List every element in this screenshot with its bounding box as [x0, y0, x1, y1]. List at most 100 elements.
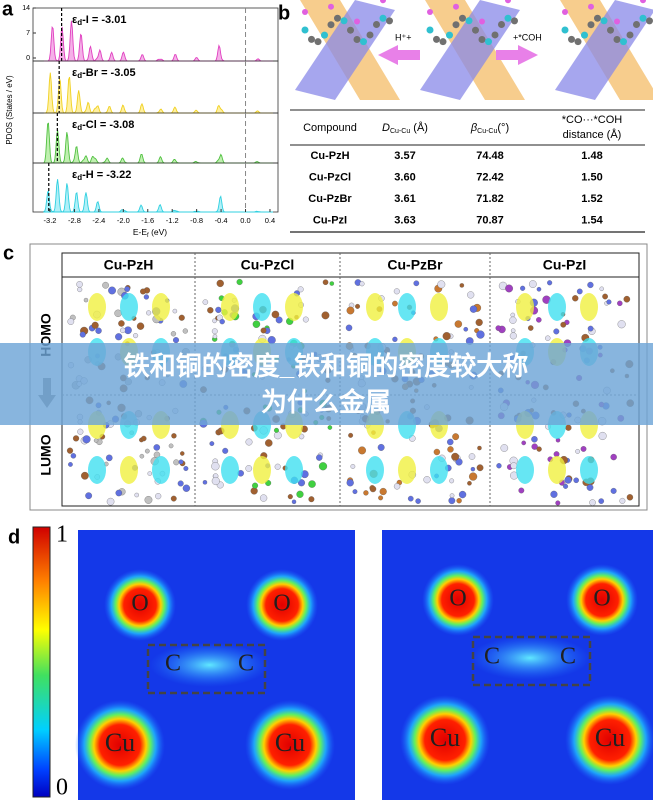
atom — [273, 431, 282, 440]
orbital — [580, 293, 598, 321]
atom — [451, 452, 460, 461]
orbital — [430, 456, 448, 484]
y-tick-label: 0 — [26, 55, 30, 62]
atom — [347, 26, 354, 34]
atom — [606, 299, 612, 305]
header-unit: (Å) — [410, 121, 428, 134]
atom — [439, 38, 447, 46]
atom — [407, 495, 414, 502]
atom — [352, 489, 358, 495]
atom — [77, 428, 84, 435]
header-symbol: β — [470, 122, 478, 134]
table-cell: 71.82 — [476, 193, 504, 205]
atom — [589, 499, 596, 506]
atom — [245, 465, 253, 472]
atom — [467, 291, 475, 299]
atom — [275, 316, 283, 324]
atom — [147, 471, 152, 476]
table-cell: 74.48 — [476, 150, 504, 162]
atom — [581, 31, 588, 39]
atom-density — [104, 569, 176, 641]
annotation: εd-Cl = -3.08 — [72, 119, 134, 132]
symbol: ε — [72, 169, 78, 181]
orbital — [253, 456, 271, 484]
atom — [469, 472, 478, 481]
table-cell: 1.50 — [581, 171, 602, 183]
orbital — [516, 293, 534, 321]
atom — [72, 435, 80, 442]
atom — [183, 466, 189, 471]
column-header: Cu-PzBr — [387, 257, 443, 273]
atom — [495, 325, 502, 331]
atom-density — [566, 564, 638, 636]
atom — [359, 281, 365, 287]
atom — [202, 299, 209, 305]
panel-d: d 1 0 O O C C Cu Cu O O C C Cu Cu — [8, 522, 653, 801]
atom — [587, 21, 595, 29]
atom — [639, 14, 647, 22]
atom — [442, 332, 451, 341]
atom — [433, 448, 441, 456]
atom — [345, 324, 353, 332]
colorbar-max: 1 — [56, 522, 68, 548]
bond-density — [149, 643, 270, 687]
highlight-box — [471, 635, 592, 687]
orbital — [398, 456, 416, 484]
atom — [476, 330, 485, 339]
y-tick-label: 14 — [22, 5, 30, 12]
x-tick-label: -0.4 — [215, 216, 228, 225]
x-axis-label: E-Ef (eV) — [133, 227, 167, 238]
orbital — [285, 456, 303, 484]
orbital — [253, 293, 271, 321]
atom — [236, 278, 243, 286]
atom — [146, 310, 152, 316]
atom — [350, 464, 356, 469]
x-tick-label: -3.2 — [44, 216, 57, 225]
header-unit: (°) — [497, 122, 509, 134]
annotation: εd-Br = -3.05 — [72, 67, 136, 80]
panel-label: a — [2, 0, 14, 20]
header-sub: Cu-Cu — [477, 128, 497, 135]
atom — [550, 490, 558, 498]
atom — [476, 464, 484, 472]
atom — [106, 497, 115, 506]
banner-text: 为什么金属 — [261, 387, 391, 417]
atom — [120, 327, 126, 334]
symbol: ε — [72, 67, 78, 79]
atom — [252, 482, 259, 489]
atom — [646, 17, 653, 25]
atom — [358, 446, 366, 455]
atom — [124, 286, 130, 292]
table-cell: 3.63 — [394, 214, 415, 226]
x-tick-label: -0.8 — [190, 216, 203, 225]
atom — [211, 477, 220, 486]
atom — [426, 26, 434, 34]
atom — [219, 318, 225, 325]
atom — [363, 490, 369, 496]
atom — [76, 281, 83, 288]
orbital — [221, 293, 239, 321]
atom — [139, 453, 145, 459]
table-cell: 3.57 — [394, 150, 415, 162]
atom — [491, 31, 499, 39]
header-symbol: D — [382, 122, 390, 134]
atom — [143, 294, 149, 300]
atom — [245, 438, 253, 446]
atom-label: Cu — [275, 728, 305, 757]
atom — [560, 321, 567, 328]
atom — [573, 477, 579, 484]
atom — [170, 495, 177, 502]
atom — [360, 38, 367, 46]
orbital — [88, 293, 106, 321]
atom — [613, 36, 621, 44]
column-header: Cu-PzH — [104, 257, 154, 273]
atom — [180, 451, 185, 456]
atom — [456, 498, 462, 504]
atom — [211, 462, 220, 471]
atom — [452, 433, 460, 441]
atom-label: C — [165, 651, 181, 677]
atom-label: Cu — [430, 723, 460, 752]
